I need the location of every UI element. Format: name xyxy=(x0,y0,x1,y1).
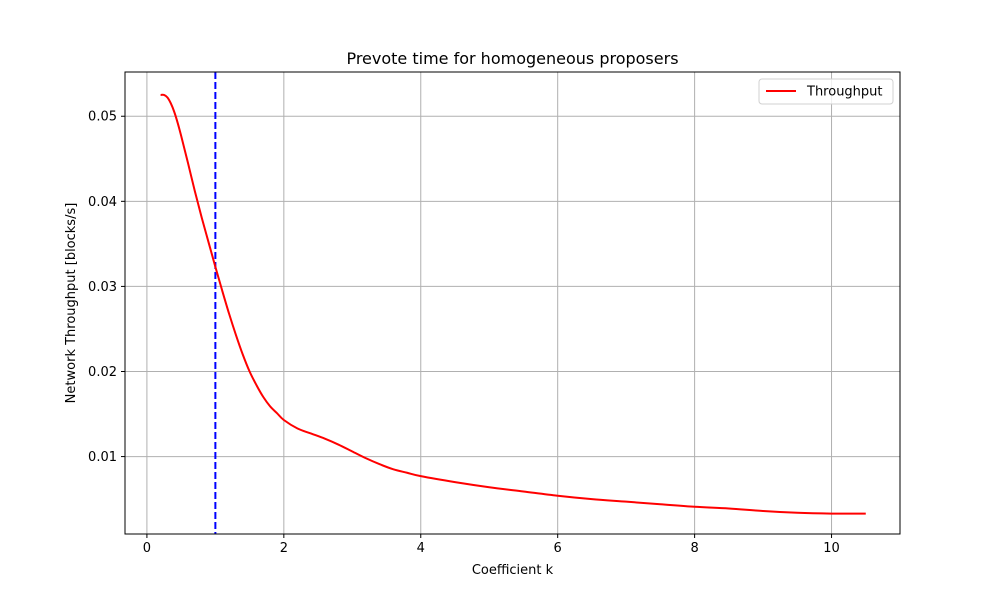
y-tick-label: 0.01 xyxy=(88,450,117,465)
y-tick-label: 0.02 xyxy=(88,365,117,380)
y-tick-label: 0.03 xyxy=(88,280,117,295)
x-tick-label: 10 xyxy=(823,541,840,556)
legend-box xyxy=(758,78,894,105)
y-axis-label: Network Throughput [blocks/s] xyxy=(64,203,79,404)
x-tick-label: 0 xyxy=(143,541,151,556)
legend-label-throughput: Throughput xyxy=(806,85,883,100)
grid-layer xyxy=(125,72,900,534)
y-tick-layer: 0.01 0.02 0.03 0.04 0.05 xyxy=(88,110,125,465)
x-tick-layer: 0 2 4 6 8 10 xyxy=(143,534,840,556)
series-line-throughput xyxy=(160,93,866,515)
x-tick-label: 2 xyxy=(280,541,288,556)
y-tick-label: 0.04 xyxy=(88,195,117,210)
series-layer xyxy=(160,93,866,515)
chart-title: Prevote time for homogeneous proposers xyxy=(346,49,678,68)
legend: Throughput xyxy=(758,78,894,105)
x-tick-label: 8 xyxy=(690,541,698,556)
plot-frame xyxy=(124,71,901,535)
x-tick-label: 6 xyxy=(554,541,562,556)
x-axis-label: Coefficient k xyxy=(472,563,554,578)
y-tick-label: 0.05 xyxy=(88,110,117,125)
x-tick-label: 4 xyxy=(417,541,425,556)
